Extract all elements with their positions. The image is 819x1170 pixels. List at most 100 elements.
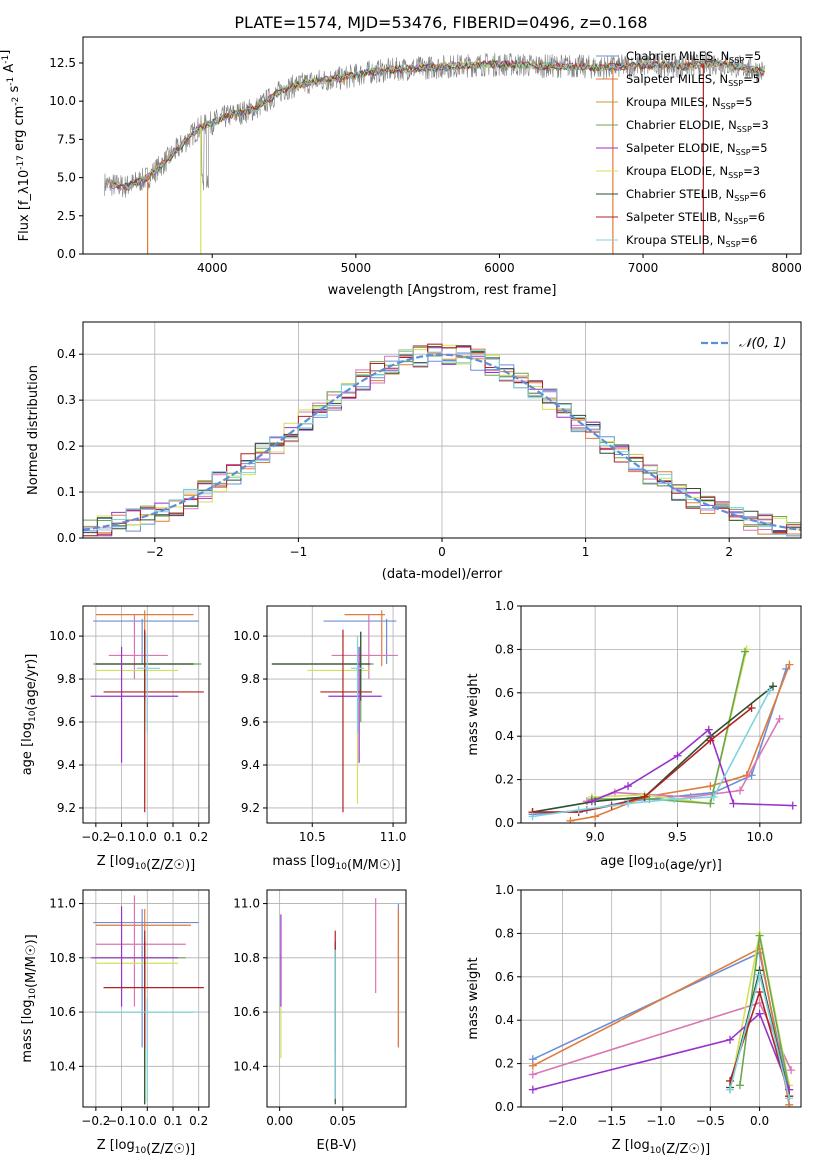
age_vs_mass-xlabel: mass [log10(M/M☉)] [272,854,400,873]
mass_weight_vs_z-marker-2-0 [528,1070,537,1079]
mass_weight_vs_age-marker-8-4 [709,792,718,801]
mass_weight_vs_age-ytick-label-2: 0.4 [495,729,514,743]
residuals-ytick-label-1: 0.1 [57,485,76,499]
spectrum-xlabel: wavelength [Angstrom, rest frame] [328,283,557,298]
mass_weight_vs_age-marker-8-1 [574,805,583,814]
panel-residuals: −2 −1 0 1 2 0.0 0.1 0.2 0.3 0.4 𝒩(0, 1) (data-model… [26,321,802,582]
mass_vs_ebv-ytick-label-1: 10.6 [233,1005,260,1019]
spectrum-plot-area [104,51,766,254]
mass_weight_vs_age-ylabel: mass weight [466,673,481,755]
mass_weight_vs_age-series-line-5 [532,685,774,813]
mass_weight_vs_age-ytick-label-3: 0.6 [495,686,514,700]
plot-panels: 4000 5000 6000 7000 80000.02.55.07.510.012.5… [0,36,802,1157]
mass_weight_vs_z-ytick-label-4: 0.8 [495,926,514,940]
mass_weight_vs_age-xtick-label-1: 9.5 [668,830,687,844]
age_vs_z-ytick-label-3: 9.8 [57,672,76,686]
mass_vs_ebv-xtick-label-1: 0.05 [329,1114,356,1128]
figure-title: PLATE=1574, MJD=53476, FIBERID=0496, z=0… [234,13,647,32]
age_vs_z-ytick-label-2: 9.6 [57,715,76,729]
age_vs_z-xtick-label-3: 0.1 [163,830,182,844]
mass_weight_vs_age-marker-1-5 [785,660,794,669]
mass_weight_vs_age-ytick-label-1: 0.2 [495,773,514,787]
residuals-legend-label: 𝒩(0, 1) [739,336,786,351]
residuals-xtick-label-1: −1 [290,545,308,559]
mass_vs_z-xtick-label-0: −0.2 [81,1114,110,1128]
mass_weight_vs_z-marker-6-2 [755,1009,764,1018]
age_vs_mass-plot-area [271,610,398,813]
mass_weight_vs_z-xlabel: Z [log10(Z/Z☉)] [612,1138,710,1157]
mass_weight_vs_age-marker-2-2 [686,792,695,801]
mass_weight_vs_z-marker-8-0 [726,1085,735,1094]
spectrum-xtick-label-1: 5000 [341,261,372,275]
residuals-xlabel: (data-model)/error [382,567,503,582]
mass_weight_vs_age-series-line-8 [532,690,771,818]
spectrum-ytick-label-3: 7.5 [57,132,76,146]
mass_weight_vs_age-marker-8-3 [670,795,679,804]
mass_weight_vs_age-marker-6-1 [624,782,633,791]
mass_vs_z-ytick-label-1: 10.6 [49,1005,76,1019]
spectrum-legend-label-0: Chabrier MILES, NSSP=5 [626,49,761,65]
panel-age_vs_mass: 10.5 11.0 9.2 9.4 9.6 9.8 10.0 mass [log10(M/M☉… [233,605,407,873]
mass_weight_vs_z-ytick-label-2: 0.4 [495,1013,514,1027]
mass_weight_vs_z-marker-6-1 [726,1035,735,1044]
mass_weight_vs_age-marker-8-5 [765,686,774,695]
residuals-ytick-label-2: 0.2 [57,439,76,453]
spectrum-legend-label-6: Chabrier STELIB, NSSP=6 [626,187,766,203]
mass_weight_vs_age-marker-6-5 [788,801,797,810]
mass_weight_vs_age-ytick-label-4: 0.8 [495,642,514,656]
mass_weight_vs_z-marker-4-0 [735,1081,744,1090]
age_vs_z-ytick-label-1: 9.4 [57,758,76,772]
spectrum-xtick-label-4: 8000 [771,261,802,275]
mass_weight_vs_z-frame [520,889,802,1108]
mass_weight_vs_age-marker-5-4 [769,682,777,691]
mass_weight_vs_age-plot-area [528,645,797,823]
mass_vs_z-frame [82,889,210,1108]
mass_vs_z-xlabel: Z [log10(Z/Z☉)] [97,1138,195,1157]
age_vs_mass-ytick-label-2: 9.6 [241,715,260,729]
mass_weight_vs_z-marker-6-0 [528,1085,537,1094]
age_vs_mass-xtick-label-1: 11.0 [380,830,407,844]
age_vs_z-xtick-label-4: 0.2 [189,830,208,844]
age_vs_z-frame [82,605,210,824]
mass_vs_ebv-frame [266,889,407,1108]
spectrum-legend-label-5: Kroupa ELODIE, NSSP=3 [626,164,760,180]
mass_weight_vs_age-xtick-label-2: 10.0 [746,830,773,844]
panel-mass_weight_vs_z: −2.0 −1.5 −1.0 −0.5 0.0 0.0 0.2 0.4 0.6 0.8 1.0 Z [… [466,883,802,1157]
panel-age_vs_z: −0.2−0.1 0.0 0.1 0.2 9.2 9.4 9.6 9.8 10.0 Z [log1… [20,605,210,873]
mass_weight_vs_z-marker-7-1 [755,987,764,996]
spectrum-legend-label-4: Salpeter ELODIE, NSSP=5 [626,141,768,157]
mass_weight_vs_age-series-line-2 [586,718,781,803]
spectrum-xtick-label-2: 6000 [484,261,515,275]
spectrum-legend-label-3: Chabrier ELODIE, NSSP=3 [626,118,769,134]
mass_vs_ebv-xlabel: E(B-V) [316,1138,356,1153]
mass_weight_vs_z-xtick-label-3: −0.5 [696,1114,725,1128]
mass_weight_vs_z-marker-1-0 [528,1061,537,1070]
mass_vs_ebv-ytick-label-3: 11.0 [233,897,260,911]
mass_weight_vs_age-marker-1-3 [706,782,715,791]
residuals-ylabel: Normed distribution [26,365,41,495]
spectrum-ylabel: Flux [f_λ10-17 erg cm-2 s-1 A-1] [0,50,32,242]
mass_weight_vs_z-ytick-label-1: 0.2 [495,1057,514,1071]
residuals-xtick-label-3: 1 [582,545,590,559]
mass_vs_z-ytick-label-2: 10.8 [49,951,76,965]
age_vs_z-ylabel: age [log10(age/yr)] [20,654,39,776]
residuals-xtick-label-4: 2 [725,545,733,559]
mass_weight_vs_age-marker-4-3 [741,647,749,656]
mass_vs_z-xtick-label-1: −0.1 [107,1114,136,1128]
mass_weight_vs_age-marker-6-3 [704,725,713,734]
mass_vs_ebv-ytick-label-2: 10.8 [233,951,260,965]
mass_weight_vs_age-xtick-label-0: 9.0 [586,830,605,844]
mass_weight_vs_age-marker-2-4 [775,714,784,723]
mass_vs_z-ytick-label-0: 10.4 [49,1059,76,1073]
mass_weight_vs_age-series-line-0 [532,668,787,816]
mass_vs_z-xtick-label-2: 0.0 [138,1114,157,1128]
mass_weight_vs_age-marker-7-3 [640,792,649,801]
mass_weight_vs_age-xlabel: age [log10(age/yr)] [600,854,722,873]
spectrum-ytick-label-2: 5.0 [57,171,76,185]
mass_weight_vs_z-ytick-label-3: 0.6 [495,970,514,984]
gaussian-reference-line [83,353,801,531]
residuals-xtick-label-0: −2 [146,545,164,559]
spectrum-frame [82,36,802,255]
mass_weight_vs_z-marker-8-2 [785,1094,794,1103]
mass_weight_vs_age-marker-8-2 [624,799,633,808]
